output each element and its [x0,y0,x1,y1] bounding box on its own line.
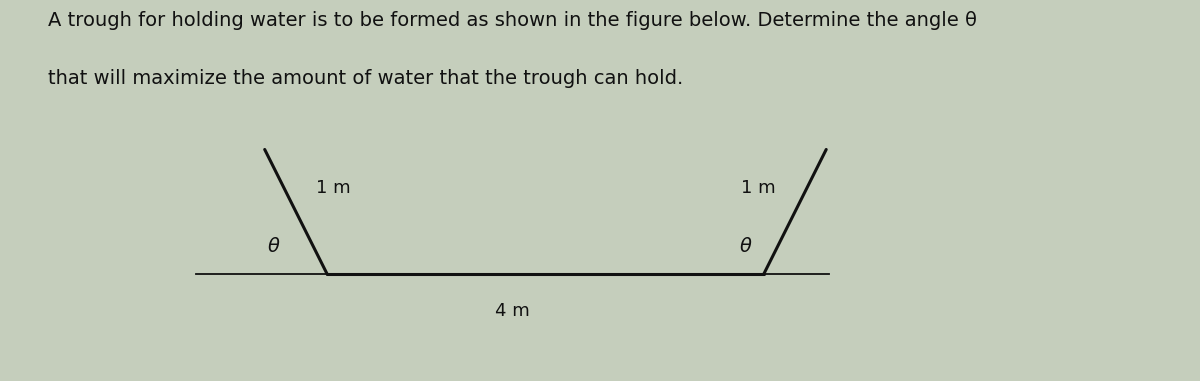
Text: 1 m: 1 m [740,179,775,197]
Text: θ: θ [739,237,751,256]
Text: that will maximize the amount of water that the trough can hold.: that will maximize the amount of water t… [48,69,683,88]
Text: 4 m: 4 m [496,302,530,320]
Text: 1 m: 1 m [316,179,350,197]
Text: θ: θ [268,237,280,256]
Text: A trough for holding water is to be formed as shown in the figure below. Determi: A trough for holding water is to be form… [48,11,977,30]
